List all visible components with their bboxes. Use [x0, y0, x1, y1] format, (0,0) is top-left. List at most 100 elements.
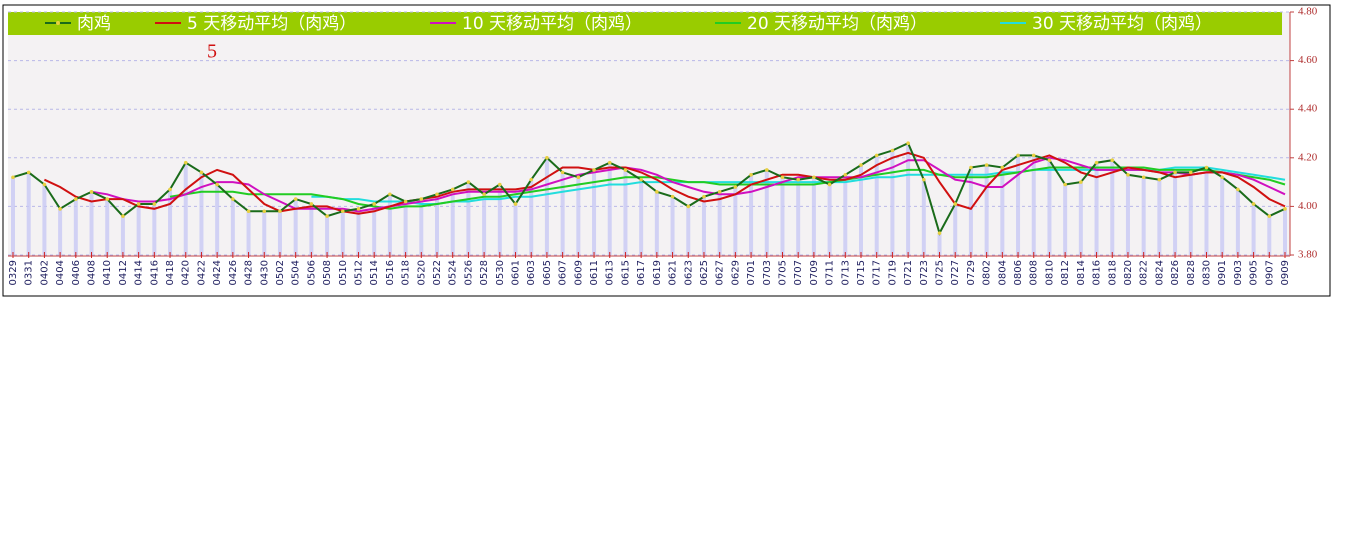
bar [843, 174, 848, 255]
point [874, 153, 879, 158]
x-tick-label: 0725 [935, 260, 946, 285]
point [105, 197, 110, 201]
plot-background [8, 12, 1290, 255]
bar [356, 208, 361, 255]
x-tick-label: 0502 [275, 260, 286, 285]
x-tick-label: 0418 [165, 260, 176, 285]
x-tick-label: 0329 [8, 260, 19, 285]
x-tick-label: 0408 [87, 260, 98, 285]
x-tick-label: 0524 [448, 260, 459, 285]
x-tick-label: 0621 [668, 260, 679, 285]
bar [984, 165, 989, 255]
bar [623, 169, 628, 255]
point [435, 192, 439, 197]
x-tick-label: 0804 [997, 260, 1008, 285]
bar [968, 167, 973, 255]
x-tick-label: 0605 [542, 260, 553, 285]
bar [639, 179, 644, 255]
x-tick-label: 0526 [463, 260, 474, 285]
x-tick-label: 0903 [1233, 260, 1244, 285]
bar [183, 162, 188, 255]
bar [686, 206, 691, 255]
bar [58, 208, 63, 255]
bar [780, 177, 785, 255]
y-tick-label: 3.80 [1298, 249, 1318, 261]
x-tick-label: 0814 [1076, 260, 1087, 285]
bar [42, 184, 47, 255]
point [1188, 170, 1193, 175]
point [1094, 160, 1099, 165]
point [922, 177, 926, 182]
x-tick-label: 0424 [212, 260, 223, 285]
point [1000, 165, 1005, 170]
bar [1220, 177, 1225, 255]
bar [277, 211, 282, 255]
point [1063, 182, 1067, 187]
x-tick-label: 0715 [856, 260, 867, 285]
x-tick-label: 0514 [369, 260, 380, 285]
x-tick-label: 0721 [903, 260, 914, 285]
bar [937, 233, 942, 255]
point [702, 194, 706, 199]
bar [906, 143, 911, 255]
x-tick-label: 0623 [683, 260, 694, 285]
x-tick-label: 0905 [1249, 260, 1260, 285]
point [953, 202, 958, 206]
x-tick-label: 0617 [636, 260, 647, 285]
x-tick-label: 0709 [809, 260, 820, 285]
bar [1188, 172, 1193, 255]
bar [717, 191, 722, 255]
point [607, 160, 612, 165]
point [717, 190, 722, 194]
x-tick-label: 0619 [652, 260, 663, 285]
bar [607, 162, 612, 255]
bar [309, 203, 314, 255]
legend-label: 肉鸡 [77, 14, 111, 34]
bar [340, 211, 345, 255]
bar [827, 184, 832, 255]
point [1157, 177, 1162, 182]
point [545, 156, 549, 160]
point [859, 163, 863, 167]
x-tick-label: 0609 [573, 260, 584, 285]
bar [419, 199, 424, 255]
point [325, 214, 329, 218]
bar [701, 196, 706, 255]
x-tick-label: 0826 [1170, 260, 1181, 285]
point [843, 173, 848, 177]
x-tick-label: 0607 [558, 260, 569, 285]
x-tick-label: 0504 [291, 260, 302, 285]
x-tick-label: 0901 [1217, 260, 1228, 285]
x-tick-label: 0428 [244, 260, 255, 285]
point [136, 202, 141, 206]
x-tick-label: 0701 [746, 260, 757, 285]
x-tick-label: 0806 [1013, 260, 1024, 285]
point [1031, 153, 1036, 158]
point [890, 148, 895, 153]
x-tick-label: 0822 [1139, 260, 1150, 285]
legend-dot [56, 21, 60, 25]
bar [1204, 167, 1209, 255]
point [937, 231, 942, 235]
x-tick-label: 0512 [353, 260, 364, 285]
x-tick-label: 0717 [872, 260, 883, 285]
series-line [169, 166, 1286, 210]
point [764, 168, 769, 172]
point [1236, 187, 1240, 192]
annotation: 5 [207, 41, 217, 63]
legend-label: 20 天移动平均（肉鸡） [747, 14, 927, 34]
point [89, 190, 94, 194]
x-tick-label: 0812 [1060, 260, 1071, 285]
bar [1063, 184, 1068, 255]
x-tick-label: 0611 [589, 260, 600, 285]
point [623, 168, 628, 172]
x-tick-label: 0824 [1154, 260, 1165, 285]
bar [1251, 203, 1256, 255]
point [529, 177, 534, 182]
bar [544, 157, 549, 255]
point [246, 209, 251, 214]
bar [230, 199, 235, 255]
x-tick-label: 0426 [228, 260, 239, 285]
point [183, 160, 188, 165]
point [796, 177, 800, 182]
